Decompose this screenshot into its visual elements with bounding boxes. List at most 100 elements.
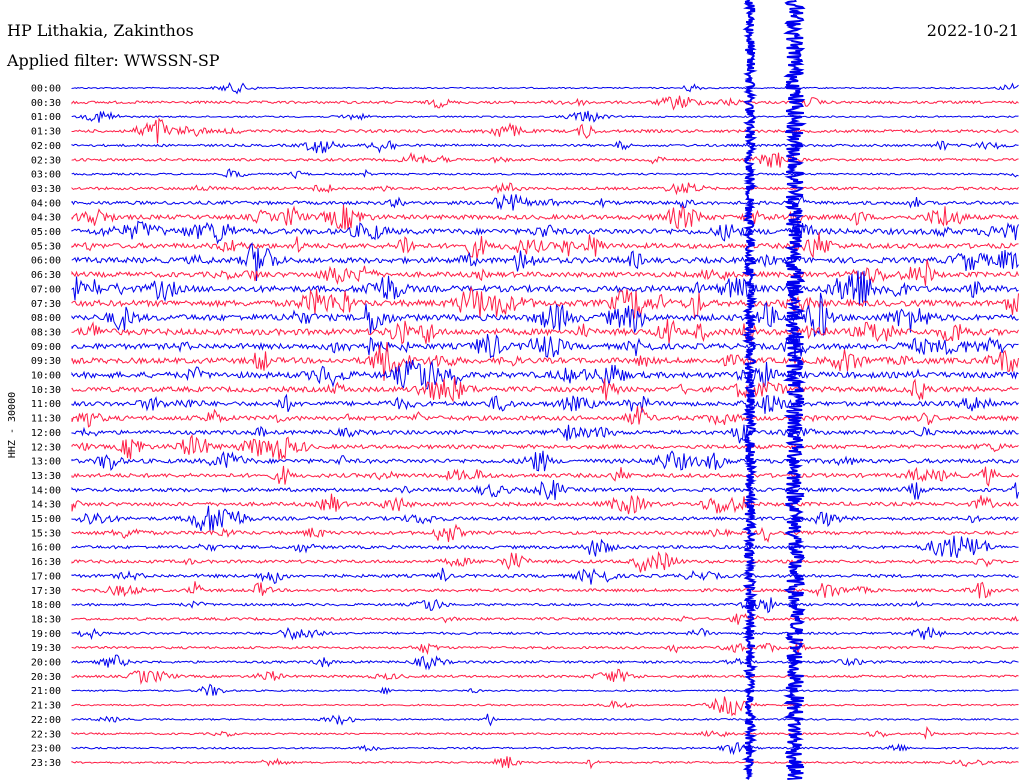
trace-row (71, 270, 1019, 306)
trace-row (71, 286, 1019, 320)
time-tick-label: 13:00 (31, 457, 61, 468)
trace-row (71, 376, 1019, 403)
time-tick-label: 11:30 (31, 414, 61, 425)
time-tick-label: 23:00 (31, 744, 61, 755)
time-tick-label: 01:00 (31, 112, 61, 123)
time-tick-label: 10:00 (31, 371, 61, 382)
filter-label: Applied filter: WWSSN-SP (7, 51, 220, 70)
trace-row (71, 168, 1019, 180)
trace-row (71, 535, 1019, 559)
time-tick-label: 03:30 (31, 184, 61, 195)
time-tick-label: 15:00 (31, 514, 61, 525)
trace-row (71, 493, 1019, 515)
trace-row (71, 292, 1019, 338)
trace-row (71, 611, 1019, 625)
time-tick-label: 05:00 (31, 227, 61, 238)
time-tick-label: 08:00 (31, 313, 61, 324)
time-tick-label: 06:00 (31, 256, 61, 267)
trace-row (71, 597, 1019, 614)
time-tick-label: 19:30 (31, 643, 61, 654)
trace-row (71, 341, 1019, 381)
trace-row (71, 626, 1019, 641)
time-tick-label: 14:30 (31, 500, 61, 511)
time-tick-label: 21:00 (31, 686, 61, 697)
time-tick-label: 06:30 (31, 270, 61, 281)
trace-row (71, 359, 1019, 390)
trace-row (71, 742, 1019, 756)
trace-row (71, 393, 1019, 414)
trace-row (71, 433, 1019, 460)
time-tick-label: 23:30 (31, 758, 61, 769)
time-tick-label: 09:30 (31, 356, 61, 367)
trace-row (71, 82, 1019, 95)
trace-row (71, 319, 1019, 345)
time-tick-label: 15:30 (31, 528, 61, 539)
time-tick-label: 21:30 (31, 701, 61, 712)
time-tick-label: 03:00 (31, 170, 61, 181)
station-title: HP Lithakia, Zakinthos (7, 21, 194, 40)
trace-row (71, 640, 1019, 656)
time-tick-label: 00:00 (31, 84, 61, 95)
trace-row (71, 424, 1019, 444)
time-tick-label: 07:30 (31, 299, 61, 310)
trace-row (71, 406, 1019, 428)
trace-row (71, 668, 1019, 686)
time-tick-label: 07:00 (31, 284, 61, 295)
time-tick-label: 11:00 (31, 399, 61, 410)
time-tick-label: 17:30 (31, 586, 61, 597)
trace-row (71, 581, 1019, 599)
trace-row (71, 465, 1019, 487)
time-tick-label: 04:00 (31, 198, 61, 209)
time-tick-label: 20:00 (31, 658, 61, 669)
trace-row (71, 242, 1019, 282)
trace-row (71, 140, 1019, 154)
time-tick-label: 20:30 (31, 672, 61, 683)
trace-row (71, 151, 1019, 168)
time-tick-label: 12:30 (31, 442, 61, 453)
trace-row (71, 232, 1019, 260)
trace-row (71, 450, 1019, 472)
trace-group (71, 0, 1019, 780)
time-tick-label: 18:30 (31, 614, 61, 625)
time-tick-label: 22:00 (31, 715, 61, 726)
time-tick-label: 17:00 (31, 571, 61, 582)
trace-row (71, 479, 1019, 501)
trace-row (71, 204, 1019, 230)
trace-row (71, 182, 1019, 196)
event-band (782, 0, 807, 780)
date-label: 2022-10-21 (926, 21, 1019, 40)
trace-row (71, 567, 1019, 585)
time-tick-label: 13:30 (31, 471, 61, 482)
time-tick-label: 12:00 (31, 428, 61, 439)
event-band (741, 0, 759, 780)
trace-row (71, 756, 1019, 770)
trace-row (71, 505, 1019, 532)
trace-row (71, 713, 1019, 727)
time-tick-labels: 00:00 00:30 01:00 01:30 02:00 02:30 03:00 03:30… (31, 84, 61, 769)
trace-row (71, 117, 1019, 144)
trace-row (71, 683, 1019, 696)
time-tick-label: 02:30 (31, 155, 61, 166)
trace-row (71, 523, 1019, 543)
time-tick-label: 00:30 (31, 98, 61, 109)
trace-row (71, 95, 1019, 111)
trace-row (71, 110, 1019, 123)
trace-row (71, 696, 1019, 717)
time-tick-label: 18:00 (31, 600, 61, 611)
time-tick-label: 08:30 (31, 327, 61, 338)
trace-row (71, 654, 1019, 671)
trace-row (71, 193, 1019, 211)
time-tick-label: 22:30 (31, 729, 61, 740)
time-tick-label: 16:00 (31, 543, 61, 554)
trace-row (71, 726, 1019, 740)
time-tick-label: 04:30 (31, 213, 61, 224)
time-tick-label: 14:00 (31, 485, 61, 496)
trace-row (71, 259, 1019, 286)
time-tick-label: 02:00 (31, 141, 61, 152)
time-tick-label: 19:00 (31, 629, 61, 640)
trace-row (71, 220, 1019, 245)
time-tick-label: 10:30 (31, 385, 61, 396)
time-tick-label: 05:30 (31, 241, 61, 252)
channel-label: HHZ - 30000 (7, 392, 18, 458)
